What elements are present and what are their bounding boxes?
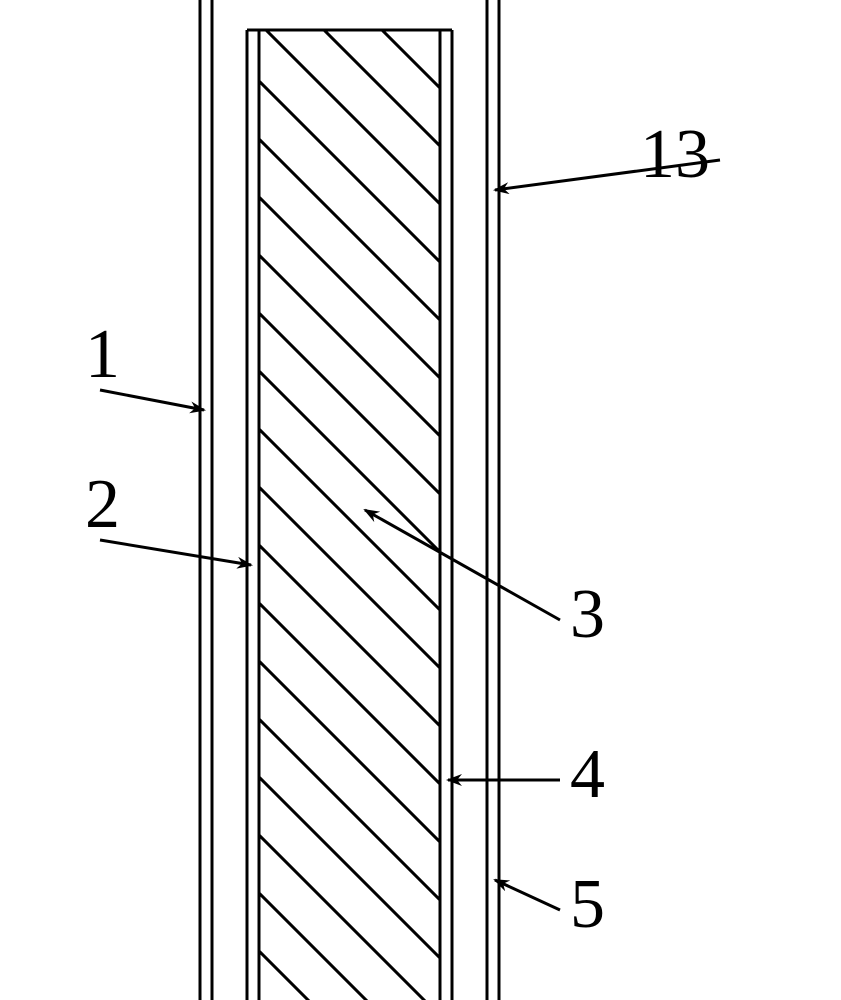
callout-label-3: 3 <box>570 580 605 650</box>
callout-label-13: 13 <box>640 120 710 190</box>
callout-label-1: 1 <box>85 320 120 390</box>
callout-label-5: 5 <box>570 870 605 940</box>
callout-label-4: 4 <box>570 740 605 810</box>
callout-label-2: 2 <box>85 470 120 540</box>
